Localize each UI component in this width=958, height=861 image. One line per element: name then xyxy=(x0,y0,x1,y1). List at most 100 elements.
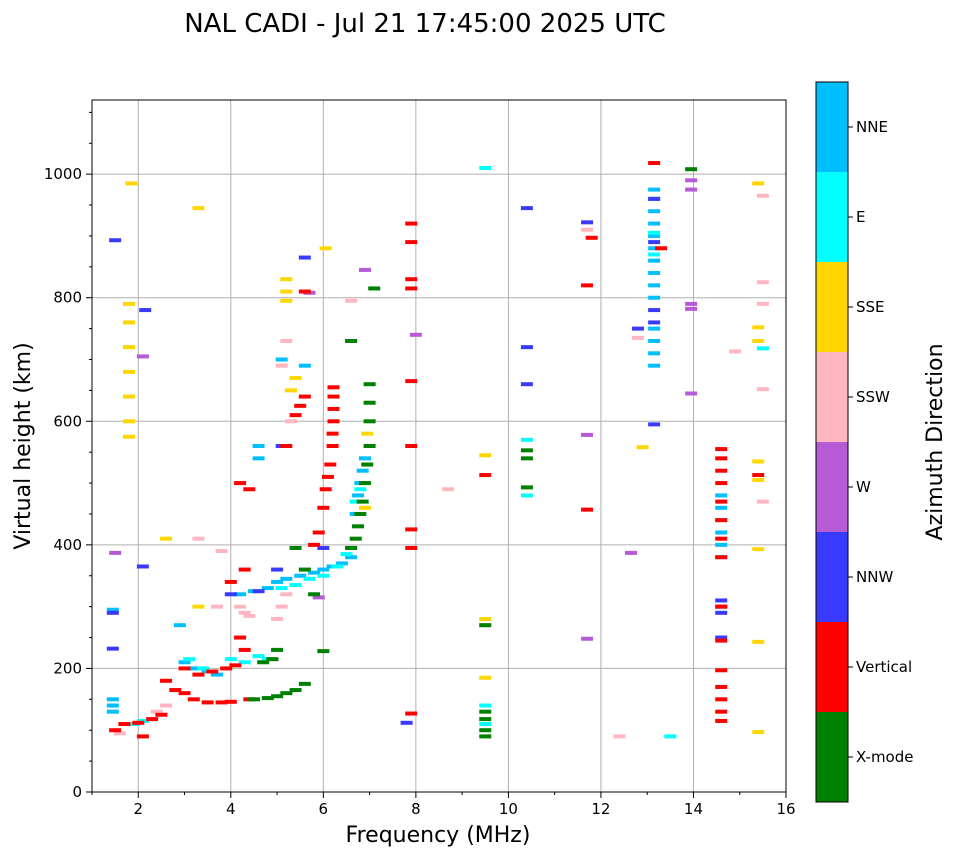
data-point xyxy=(715,555,728,560)
data-point xyxy=(280,592,293,597)
plot-background xyxy=(92,100,786,792)
data-point xyxy=(340,552,353,557)
data-point xyxy=(238,567,251,572)
data-point xyxy=(715,499,728,504)
data-point xyxy=(648,363,661,368)
data-point xyxy=(648,308,661,313)
data-point xyxy=(271,617,284,621)
data-point xyxy=(715,493,728,498)
data-point xyxy=(405,379,418,384)
series-nne xyxy=(106,187,728,714)
data-point xyxy=(123,345,136,350)
data-point xyxy=(756,280,769,285)
data-point xyxy=(187,666,200,671)
data-point xyxy=(648,196,661,201)
data-point xyxy=(261,696,274,701)
y-tick-label: 1000 xyxy=(44,165,82,183)
data-point xyxy=(109,728,122,733)
data-point xyxy=(150,709,163,714)
data-point xyxy=(631,326,644,331)
data-point xyxy=(183,657,196,662)
data-point xyxy=(715,518,728,523)
data-point xyxy=(252,456,265,461)
series-x-mode xyxy=(247,167,698,739)
data-point xyxy=(715,505,728,510)
data-point xyxy=(715,709,728,714)
series-sse xyxy=(123,181,765,735)
data-point xyxy=(275,586,288,591)
data-point xyxy=(648,283,661,288)
data-point xyxy=(349,499,362,504)
x-tick-label: 14 xyxy=(684,800,703,818)
x-tick-label: 4 xyxy=(226,800,236,818)
colorbar-swatch xyxy=(816,532,848,622)
data-point xyxy=(284,388,297,393)
data-point xyxy=(358,456,371,461)
data-point xyxy=(752,477,765,482)
data-point xyxy=(187,697,200,702)
series-ssw xyxy=(113,193,769,739)
data-point xyxy=(685,391,698,396)
colorbar-swatch xyxy=(816,352,848,442)
data-point xyxy=(327,406,340,411)
data-point xyxy=(752,730,765,735)
data-point xyxy=(238,647,251,652)
x-tick-label: 8 xyxy=(411,800,421,818)
y-tick-label: 200 xyxy=(53,659,82,677)
data-point xyxy=(331,564,344,569)
data-point xyxy=(442,487,455,492)
data-point xyxy=(234,604,247,609)
data-point xyxy=(280,289,293,294)
data-point xyxy=(123,394,136,399)
data-point xyxy=(106,646,119,651)
data-point xyxy=(215,549,228,554)
data-point xyxy=(106,709,119,714)
data-point xyxy=(363,382,376,387)
data-point xyxy=(648,240,661,245)
colorbar-tick-label: E xyxy=(856,208,865,226)
data-point xyxy=(247,697,260,702)
data-point xyxy=(106,703,119,708)
colorbar-swatch xyxy=(816,622,848,712)
data-point xyxy=(192,536,205,541)
data-point xyxy=(326,431,339,436)
data-point xyxy=(178,660,191,665)
data-point xyxy=(648,252,661,257)
data-point xyxy=(280,338,293,343)
data-point xyxy=(123,419,136,424)
data-point xyxy=(317,573,330,578)
data-point xyxy=(280,277,293,282)
data-point xyxy=(715,668,728,673)
data-point xyxy=(358,267,371,272)
data-point xyxy=(585,235,598,240)
colorbar-tick-label: X-mode xyxy=(856,748,913,766)
data-point xyxy=(298,681,311,686)
data-point xyxy=(581,507,594,512)
data-point xyxy=(345,545,358,550)
data-point xyxy=(405,286,418,291)
colorbar-tick-label: SSW xyxy=(856,388,890,406)
data-point xyxy=(109,550,122,555)
data-point xyxy=(520,493,533,498)
colorbar-swatch xyxy=(816,442,848,532)
data-point xyxy=(238,660,251,665)
data-point xyxy=(664,734,677,739)
data-point xyxy=(257,660,270,665)
data-point xyxy=(289,583,302,588)
data-point xyxy=(405,444,418,448)
data-point xyxy=(252,654,265,659)
data-point xyxy=(685,301,698,306)
data-point xyxy=(261,586,274,591)
data-point xyxy=(613,734,626,739)
colorbar-swatch xyxy=(816,82,848,172)
data-point xyxy=(136,564,149,569)
data-point xyxy=(363,400,376,405)
series-vertical xyxy=(109,161,765,739)
data-point xyxy=(648,326,661,331)
data-point xyxy=(479,617,492,621)
data-point xyxy=(136,734,149,739)
data-point xyxy=(317,545,330,550)
data-point xyxy=(479,734,492,739)
data-point xyxy=(752,181,765,186)
